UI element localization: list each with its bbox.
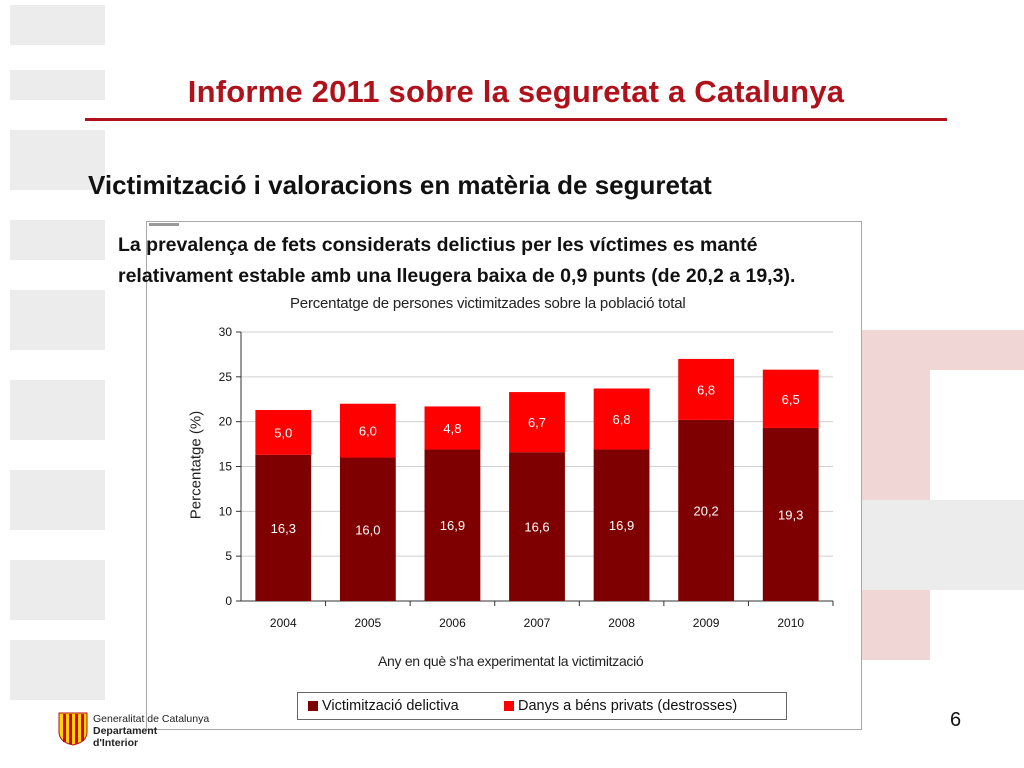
data-label: 6,5 [782, 392, 800, 407]
x-tick-label: 2004 [270, 616, 297, 630]
y-tick-label: 15 [219, 460, 233, 474]
page-number: 6 [950, 709, 962, 731]
chart-title: Percentatge de persones victimitzades so… [290, 295, 686, 312]
y-tick-label: 25 [219, 370, 233, 384]
slide-subtitle: Victimització i valoracions en matèria d… [88, 170, 712, 200]
data-label: 5,0 [274, 425, 292, 440]
data-label: 6,7 [528, 415, 546, 430]
legend-item-danys: Danys a béns privats (destrosses) [504, 698, 737, 714]
x-axis-label: Any en què s'ha experimentat la victimit… [378, 653, 644, 669]
org-line-2: Departament [93, 725, 158, 737]
y-tick-label: 10 [219, 504, 233, 518]
data-label: 16,6 [524, 520, 549, 535]
senyera-shield-icon [58, 712, 88, 746]
bar-segment-victimitzacio [339, 457, 396, 601]
bar-segment-victimitzacio [593, 449, 650, 601]
bar-segment-danys [509, 392, 565, 453]
legend-swatch-danys [504, 701, 514, 711]
stacked-bar-chart: 0 5 10 15 20 25 30 16,3 5,0 2004 16,0 6,0 2005 16,9 4,… [219, 325, 834, 630]
data-label: 6,8 [613, 412, 631, 427]
bar-segment-victimitzacio [509, 452, 565, 601]
slide-title: Informe 2011 sobre la seguretat a Catalu… [187, 74, 845, 109]
data-label: 6,0 [359, 424, 377, 439]
bar-segment-victimitzacio [678, 419, 735, 601]
legend-label-victimitzacio: Victimització delictiva [322, 698, 459, 714]
y-axis-label: Percentatge (%) [187, 410, 205, 520]
intro-text: La prevalença de fets considerats delict… [118, 234, 796, 287]
data-label: 4,8 [443, 421, 461, 436]
x-tick-label: 2007 [524, 616, 551, 630]
y-tick-label: 30 [219, 325, 233, 339]
y-tick-label: 20 [219, 415, 233, 429]
legend-swatch-victimitzacio [308, 701, 318, 711]
org-line-1: Generalitat de Catalunya [93, 713, 210, 725]
bar-segment-danys [678, 358, 735, 420]
bar-segment-danys [424, 406, 481, 450]
organization-name: Generalitat de Catalunya Departament d'I… [93, 713, 209, 749]
legend-label-danys: Danys a béns privats (destrosses) [518, 698, 738, 714]
data-label: 16,9 [440, 518, 465, 533]
bar-segment-danys [339, 403, 396, 458]
data-label: 16,9 [609, 518, 634, 533]
y-tick-label: 5 [225, 549, 232, 563]
data-label: 19,3 [778, 507, 803, 522]
chart-corner-mark [149, 223, 179, 226]
data-label: 6,8 [697, 382, 715, 397]
chart-legend: Victimització delictiva Danys a béns pri… [297, 692, 787, 720]
bar-segment-danys [762, 369, 819, 428]
bar-segment-victimitzacio [762, 427, 819, 601]
x-tick-label: 2009 [693, 616, 720, 630]
bar-segment-danys [593, 388, 650, 450]
data-label: 20,2 [693, 503, 718, 518]
data-label: 16,3 [271, 521, 296, 536]
x-tick-label: 2005 [355, 616, 382, 630]
bar-segment-victimitzacio [424, 449, 481, 601]
bar-segment-danys [255, 410, 312, 455]
x-tick-label: 2008 [608, 616, 635, 630]
y-tick-label: 0 [225, 594, 232, 608]
x-tick-label: 2006 [439, 616, 466, 630]
org-line-3: d'Interior [93, 737, 139, 749]
bar-segment-victimitzacio [255, 454, 312, 601]
title-divider [85, 118, 947, 121]
legend-item-victimitzacio: Victimització delictiva [308, 698, 459, 714]
data-label: 16,0 [355, 522, 380, 537]
x-tick-label: 2010 [777, 616, 804, 630]
